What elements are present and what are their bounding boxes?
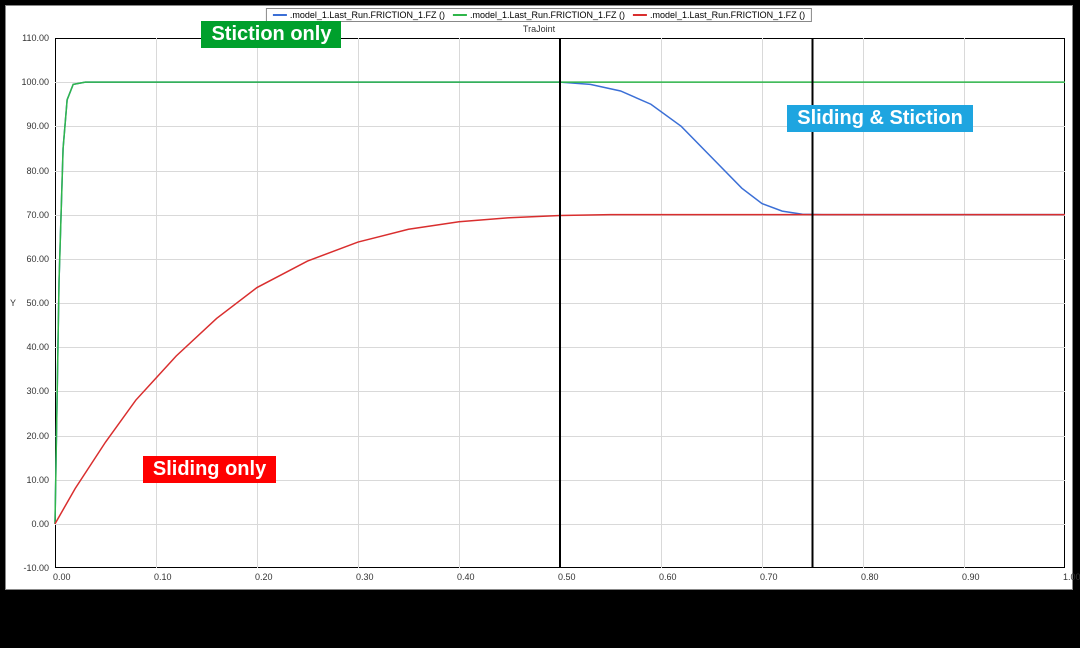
badge-sliding-stiction: Sliding & Stiction <box>787 105 973 132</box>
series-layer <box>0 0 1080 648</box>
badge-stiction-only: Stiction only <box>201 21 341 48</box>
badge-sliding-only: Sliding only <box>143 456 276 483</box>
